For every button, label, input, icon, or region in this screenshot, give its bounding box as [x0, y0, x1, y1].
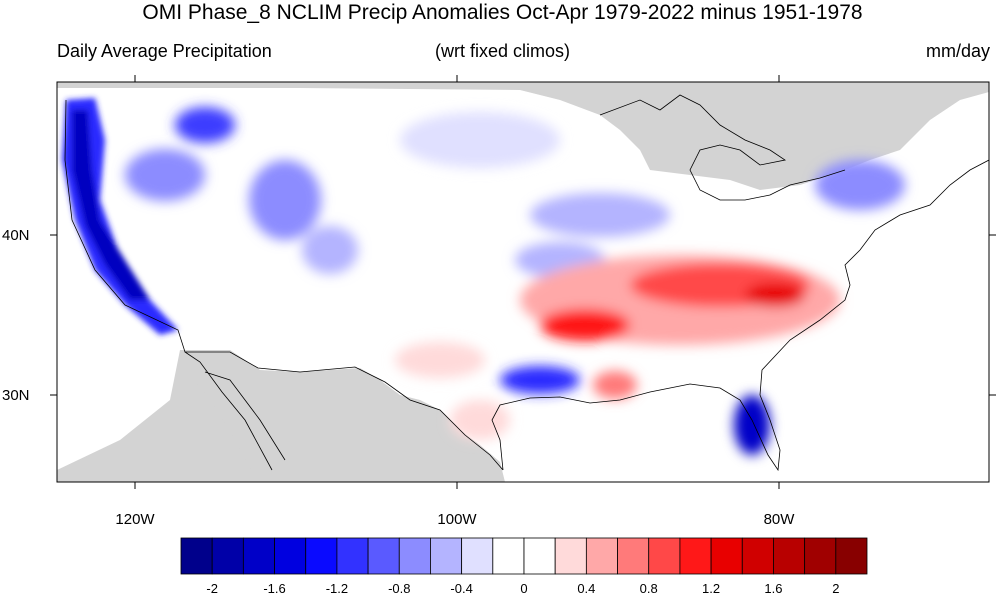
colorbar-label: 0: [520, 581, 528, 596]
colorbar-box: [211, 537, 244, 575]
colorbar-box: [585, 537, 618, 575]
figure-title: OMI Phase_8 NCLIM Precip Anomalies Oct-A…: [142, 1, 863, 24]
colorbar-box: [710, 537, 743, 575]
colorbar-box: [804, 537, 837, 575]
south-texas-wet: [450, 400, 510, 440]
colorbar-label: -0.4: [450, 581, 473, 596]
colorbar-label: 0.8: [639, 581, 658, 596]
colorbar-box: [835, 537, 868, 575]
coastline: [64, 99, 989, 472]
colorbar-box: [242, 537, 275, 575]
subtitle-left: Daily Average Precipitation: [57, 41, 272, 61]
colorbar-box: [274, 537, 307, 575]
colorbar-box: [461, 537, 494, 575]
lat-label-40n: 40N: [2, 227, 30, 244]
lat-label-30n: 30N: [2, 387, 30, 404]
colorbar-label: 1.6: [764, 581, 783, 596]
colorbar-box: [180, 537, 213, 575]
map-frame: [56, 81, 990, 483]
florida-dry: [734, 395, 770, 455]
northeast-dry: [815, 160, 905, 210]
baja-mask: [180, 352, 275, 482]
new-mexico-wet: [395, 342, 485, 378]
lon-label-80w: 80W: [763, 511, 795, 528]
colorbar-box: [648, 537, 681, 575]
mountain-west-dry-2: [125, 149, 205, 201]
colorbar-label: -1.6: [263, 581, 286, 596]
texas-dry: [500, 366, 580, 394]
colorbar-box: [367, 537, 400, 575]
colorbar-box: [773, 537, 806, 575]
midwest-dry: [530, 193, 670, 237]
lon-label-100w: 100W: [437, 511, 477, 528]
colorbar-box: [523, 537, 556, 575]
colorbar-box: [617, 537, 650, 575]
west-coast-dry-core: [72, 110, 150, 300]
mexico-mask: [57, 350, 505, 482]
appalachian-wet: [745, 283, 805, 307]
subtitle-center: (wrt fixed climos): [434, 41, 570, 61]
plains-dry: [400, 112, 560, 168]
colorbar-label: -2: [206, 581, 218, 596]
tick-marks: [50, 75, 996, 489]
colorbar-label: -1.2: [325, 581, 349, 596]
colorbar-label: -0.8: [388, 581, 411, 596]
tennessee-wet: [540, 309, 630, 341]
colorbar-box: [336, 537, 369, 575]
mountain-west-dry-1: [175, 107, 235, 143]
colorbar-label: 1.2: [702, 581, 721, 596]
great-lakes-outline: [599, 94, 846, 201]
colorbar-box: [679, 537, 712, 575]
gulf-wet: [593, 371, 637, 399]
colorbar-label: 0.4: [577, 581, 596, 596]
mountain-west-dry-4: [302, 226, 358, 274]
colorbar-box: [305, 537, 338, 575]
colorbar-box: [554, 537, 587, 575]
baja-outline: [184, 351, 286, 471]
colorbar-box: [430, 537, 463, 575]
colorbar-box: [398, 537, 431, 575]
units-label: mm/day: [925, 41, 990, 61]
lon-label-120w: 120W: [115, 511, 155, 528]
colorbar: [180, 537, 868, 575]
colorbar-label: 2: [832, 581, 840, 596]
anomaly-field: [62, 98, 905, 455]
canada-mask: [57, 82, 989, 190]
colorbar-box: [492, 537, 525, 575]
mountain-west-dry-3: [249, 160, 321, 240]
colorbar-box: [741, 537, 774, 575]
